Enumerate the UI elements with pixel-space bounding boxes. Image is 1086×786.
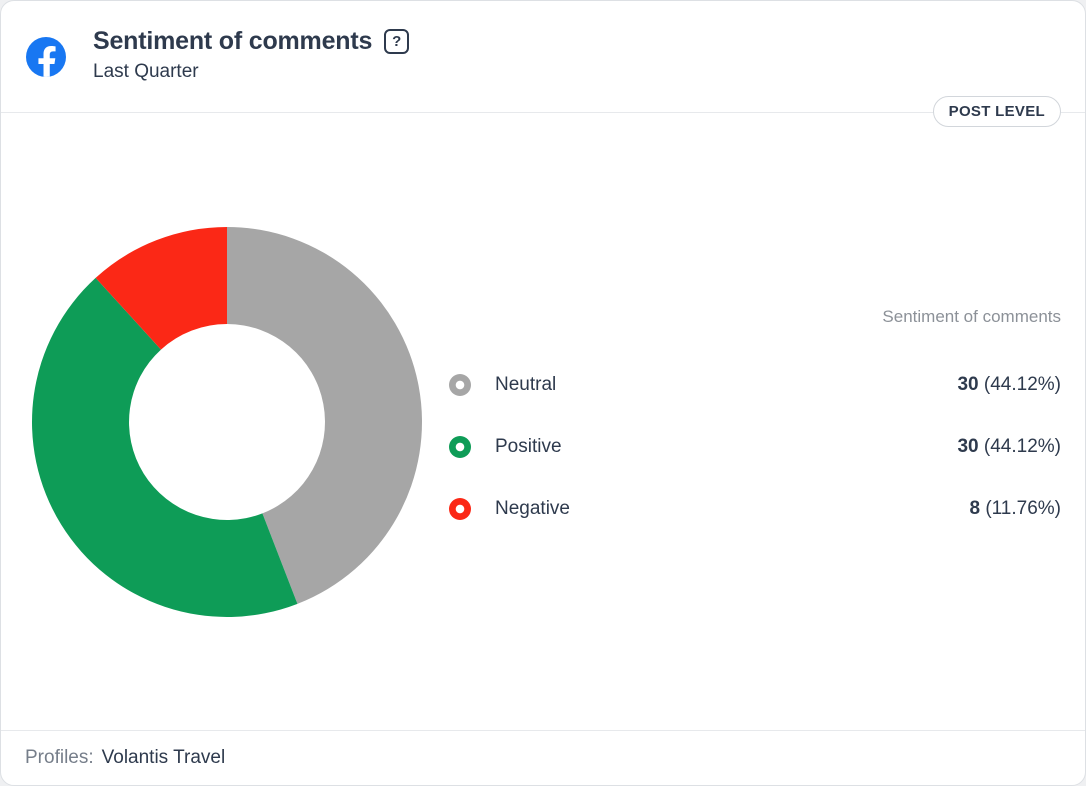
- positive-dot-icon: [449, 436, 471, 458]
- profiles-label: Profiles:: [25, 747, 94, 768]
- widget-footer: Profiles: Volantis Travel: [1, 730, 1085, 785]
- legend-count: 30: [957, 436, 979, 457]
- legend-count: 30: [957, 374, 979, 395]
- donut-chart: [32, 227, 422, 617]
- legend-row-negative[interactable]: Negative 8 (11.76%): [449, 496, 1061, 522]
- legend-row-neutral[interactable]: Neutral 30 (44.12%): [449, 372, 1061, 398]
- donut-segment-neutral[interactable]: [227, 227, 422, 604]
- legend-percent: (44.12%): [983, 436, 1061, 457]
- widget-title: Sentiment of comments: [93, 27, 373, 55]
- help-icon[interactable]: ?: [384, 29, 410, 54]
- legend-count: 8: [969, 498, 981, 519]
- legend-value: 8 (11.76%): [969, 498, 1061, 520]
- facebook-icon: [26, 37, 66, 77]
- legend-column-header: Sentiment of comments: [882, 307, 1061, 326]
- legend-value: 30 (44.12%): [957, 374, 1061, 396]
- legend-percent: (44.12%): [983, 374, 1061, 395]
- legend-label: Negative: [495, 498, 570, 519]
- legend: Sentiment of comments Neutral 30 (44.12%…: [449, 304, 1061, 544]
- legend-value: 30 (44.12%): [957, 436, 1061, 458]
- legend-label: Neutral: [495, 374, 557, 395]
- donut-segment-positive[interactable]: [32, 277, 298, 617]
- widget-subtitle: Last Quarter: [93, 61, 199, 82]
- widget-header: Sentiment of comments ? Last Quarter: [1, 1, 1085, 113]
- legend-row-positive[interactable]: Positive 30 (44.12%): [449, 434, 1061, 460]
- neutral-dot-icon: [449, 374, 471, 396]
- post-level-badge: POST LEVEL: [932, 96, 1061, 127]
- profiles-value: Volantis Travel: [101, 747, 226, 768]
- title-block: Sentiment of comments ? Last Quarter: [93, 27, 410, 83]
- donut-segment-negative[interactable]: [95, 227, 227, 350]
- legend-percent: (11.76%): [985, 498, 1061, 519]
- legend-label: Positive: [495, 436, 562, 457]
- negative-dot-icon: [449, 498, 471, 520]
